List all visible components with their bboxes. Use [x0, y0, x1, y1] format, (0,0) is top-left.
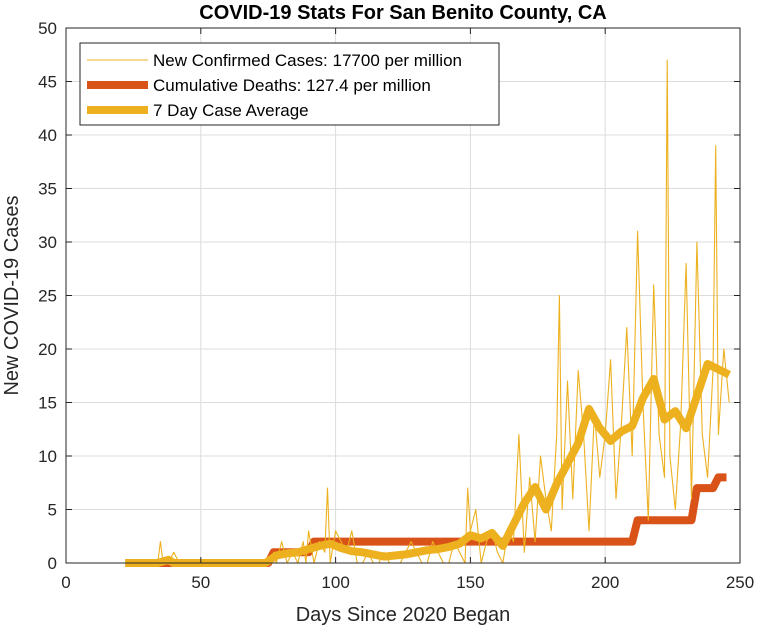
y-tick-label: 5	[48, 501, 57, 520]
ticks: 0 50 100 150 200 250 0 5 10 15 20 25 30 35 40 45 50	[38, 19, 754, 592]
x-tick-label: 250	[726, 573, 754, 592]
y-tick-label: 50	[38, 19, 57, 38]
y-tick-label: 0	[48, 554, 57, 573]
legend-label-new-cases: New Confirmed Cases: 17700 per million	[153, 51, 462, 70]
legend: New Confirmed Cases: 17700 per million C…	[79, 42, 500, 126]
y-tick-label: 40	[38, 126, 57, 145]
y-tick-label: 35	[38, 180, 57, 199]
x-axis-label: Days Since 2020 Began	[296, 604, 511, 626]
y-tick-label: 25	[38, 287, 57, 306]
legend-label-7day-avg: 7 Day Case Average	[153, 101, 309, 120]
y-axis-label: New COVID-19 Cases	[1, 195, 23, 395]
x-tick-label: 100	[321, 573, 349, 592]
x-tick-label: 50	[191, 573, 210, 592]
y-tick-label: 45	[38, 73, 57, 92]
legend-box	[79, 42, 500, 126]
y-tick-label: 30	[38, 233, 57, 252]
chart-title: COVID-19 Stats For San Benito County, CA	[199, 2, 606, 24]
x-tick-label: 0	[61, 573, 70, 592]
x-tick-label: 200	[591, 573, 619, 592]
y-tick-label: 20	[38, 340, 57, 359]
y-tick-label: 15	[38, 394, 57, 413]
legend-label-deaths: Cumulative Deaths: 127.4 per million	[153, 76, 431, 95]
x-tick-label: 150	[456, 573, 484, 592]
y-tick-label: 10	[38, 447, 57, 466]
